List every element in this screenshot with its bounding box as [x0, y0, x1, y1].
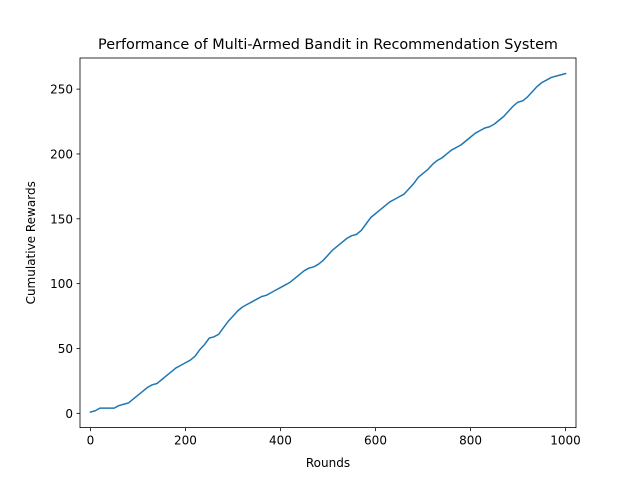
x-tick-label: 400 [269, 434, 292, 448]
axes-frame [79, 57, 577, 429]
x-tick-label: 0 [87, 434, 95, 448]
y-tick-label: 150 [50, 212, 73, 226]
x-tick-label: 800 [459, 434, 482, 448]
chart-title: Performance of Multi-Armed Bandit in Rec… [98, 37, 558, 53]
y-tick-label: 100 [50, 277, 73, 291]
y-axis-label: Cumulative Rewards [24, 181, 38, 304]
y-axis: 0 50 100 150 200 250 [50, 83, 80, 421]
x-tick-label: 200 [174, 434, 197, 448]
y-tick-label: 50 [58, 342, 73, 356]
y-tick-label: 0 [65, 407, 73, 421]
series-line [89, 72, 567, 413]
x-tick-label: 1000 [550, 434, 581, 448]
y-tick-label: 200 [50, 147, 73, 161]
x-axis: 0 200 400 600 800 1000 [87, 427, 581, 448]
x-axis-label: Rounds [306, 456, 350, 470]
x-tick-label: 600 [364, 434, 387, 448]
plot-area [89, 72, 567, 413]
y-tick-label: 250 [50, 83, 73, 97]
